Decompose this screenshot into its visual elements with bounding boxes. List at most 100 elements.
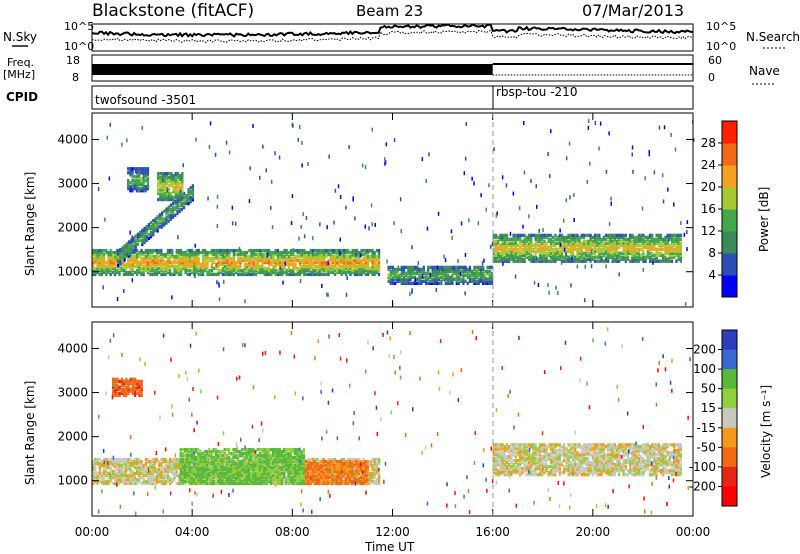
heatmap-cell <box>274 260 277 265</box>
heatmap-cell <box>120 258 123 263</box>
heatmap-cell <box>362 459 365 464</box>
heatmap-cell <box>563 241 566 246</box>
heatmap-cell <box>486 265 489 270</box>
heatmap-cell <box>192 479 195 484</box>
heatmap-cell <box>444 265 447 270</box>
heatmap-cell <box>611 233 614 238</box>
heatmap-cell <box>254 256 257 261</box>
heatmap-cell <box>578 239 581 244</box>
heatmap-cell <box>118 459 121 464</box>
heatmap-cell <box>96 461 99 466</box>
heatmap-cell <box>318 266 321 271</box>
heatmap-cell <box>655 255 658 259</box>
heatmap-cell <box>140 266 143 271</box>
heatmap-cell <box>182 262 185 267</box>
heatmap-cell <box>648 243 652 247</box>
heatmap-cell <box>188 254 191 259</box>
heatmap-cell <box>136 260 139 265</box>
heatmap-cell <box>560 239 564 244</box>
heatmap-cell <box>241 477 244 482</box>
heatmap-cell <box>217 481 220 486</box>
heatmap-cell <box>631 152 633 157</box>
heatmap-cell <box>378 250 381 255</box>
heatmap-cell <box>666 235 669 240</box>
heatmap-cell <box>177 256 180 261</box>
heatmap-cell <box>541 253 544 257</box>
heatmap-cell <box>184 260 187 265</box>
heatmap-cell <box>604 253 608 257</box>
heatmap-cell <box>501 235 504 240</box>
heatmap-cell <box>283 258 286 263</box>
heatmap-cell <box>342 475 345 480</box>
heatmap-cell <box>670 251 674 255</box>
heatmap-cell <box>146 171 150 175</box>
heatmap-cell <box>175 481 178 486</box>
heatmap-cell <box>136 463 139 468</box>
heatmap-cell <box>648 239 652 244</box>
heatmap-cell <box>100 260 103 265</box>
heatmap-cell <box>98 254 101 259</box>
heatmap-cell <box>252 250 255 255</box>
heatmap-cell <box>276 250 279 255</box>
heatmap-cell <box>172 195 175 200</box>
heatmap-cell <box>373 266 376 271</box>
heatmap-cell <box>668 257 671 262</box>
heatmap-cell <box>244 299 246 304</box>
heatmap-cell <box>459 272 462 277</box>
heatmap-cell <box>111 266 114 271</box>
heatmap-cell <box>180 266 183 271</box>
heatmap-cell <box>325 262 328 267</box>
heatmap-cell <box>609 249 612 253</box>
heatmap-cell <box>159 176 162 180</box>
heatmap-cell <box>230 268 233 273</box>
heatmap-cell <box>450 229 453 234</box>
heatmap-cell <box>174 181 177 186</box>
heatmap-cell <box>210 256 213 261</box>
heatmap-cell <box>449 281 452 285</box>
heatmap-cell <box>129 475 132 480</box>
heatmap-cell <box>281 252 284 257</box>
heatmap-cell <box>111 254 114 259</box>
heatmap-cell <box>163 209 166 213</box>
heatmap-cell <box>512 259 515 263</box>
heatmap-cell <box>648 251 652 255</box>
heatmap-cell <box>167 205 170 209</box>
heatmap-cell <box>663 125 666 130</box>
heatmap-cell <box>143 240 146 245</box>
heatmap-cell <box>538 228 540 233</box>
heatmap-cell <box>353 254 356 259</box>
heatmap-cell <box>501 255 504 259</box>
heatmap-cell <box>103 469 106 474</box>
heatmap-cell <box>147 248 150 253</box>
heatmap-cell <box>287 461 290 466</box>
heatmap-cell <box>527 247 531 251</box>
heatmap-cell <box>118 457 121 462</box>
heatmap-cell <box>169 463 172 468</box>
heatmap-cell <box>604 257 608 261</box>
heatmap-cell <box>235 270 238 275</box>
heatmap-cell <box>173 473 176 478</box>
heatmap-cell <box>378 254 381 259</box>
heatmap-cell <box>351 459 354 464</box>
heatmap-cell <box>179 481 182 486</box>
heatmap-cell <box>473 281 476 285</box>
heatmap-cell <box>119 256 122 260</box>
heatmap-cell <box>307 272 310 277</box>
heatmap-cell <box>163 195 166 200</box>
heatmap-cell <box>312 256 315 261</box>
heatmap-cell <box>169 270 172 275</box>
heatmap-cell <box>545 251 548 255</box>
heatmap-cell <box>359 253 362 258</box>
heatmap-cell <box>497 259 500 263</box>
heatmap-cell <box>270 250 273 255</box>
heatmap-cell <box>142 270 145 275</box>
heatmap-cell <box>92 250 95 255</box>
heatmap-cell <box>201 457 204 462</box>
heatmap-cell <box>230 260 233 265</box>
heatmap-cell <box>210 454 213 458</box>
heatmap-cell <box>194 274 196 279</box>
heatmap-cell <box>127 475 130 480</box>
heatmap-cell <box>501 233 504 238</box>
heatmap-cell <box>172 176 175 180</box>
heatmap-cell <box>111 260 114 265</box>
